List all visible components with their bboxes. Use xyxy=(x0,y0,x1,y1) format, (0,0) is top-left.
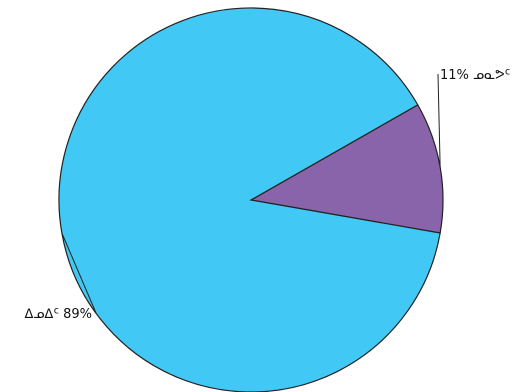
data-label-inuit: ᐃᓄᐃᑦ 89% xyxy=(24,307,92,322)
pie-leaders xyxy=(61,73,441,314)
leader-line-1 xyxy=(61,232,97,314)
data-label-nunavut: 11% ᓄᓇᕗᑦ xyxy=(440,68,510,83)
pie-labels: 11% ᓄᓇᕗᑦ ᐃᓄᐃᑦ 89% xyxy=(24,68,510,322)
leader-line-0 xyxy=(437,73,441,168)
pie-slices xyxy=(58,7,444,392)
